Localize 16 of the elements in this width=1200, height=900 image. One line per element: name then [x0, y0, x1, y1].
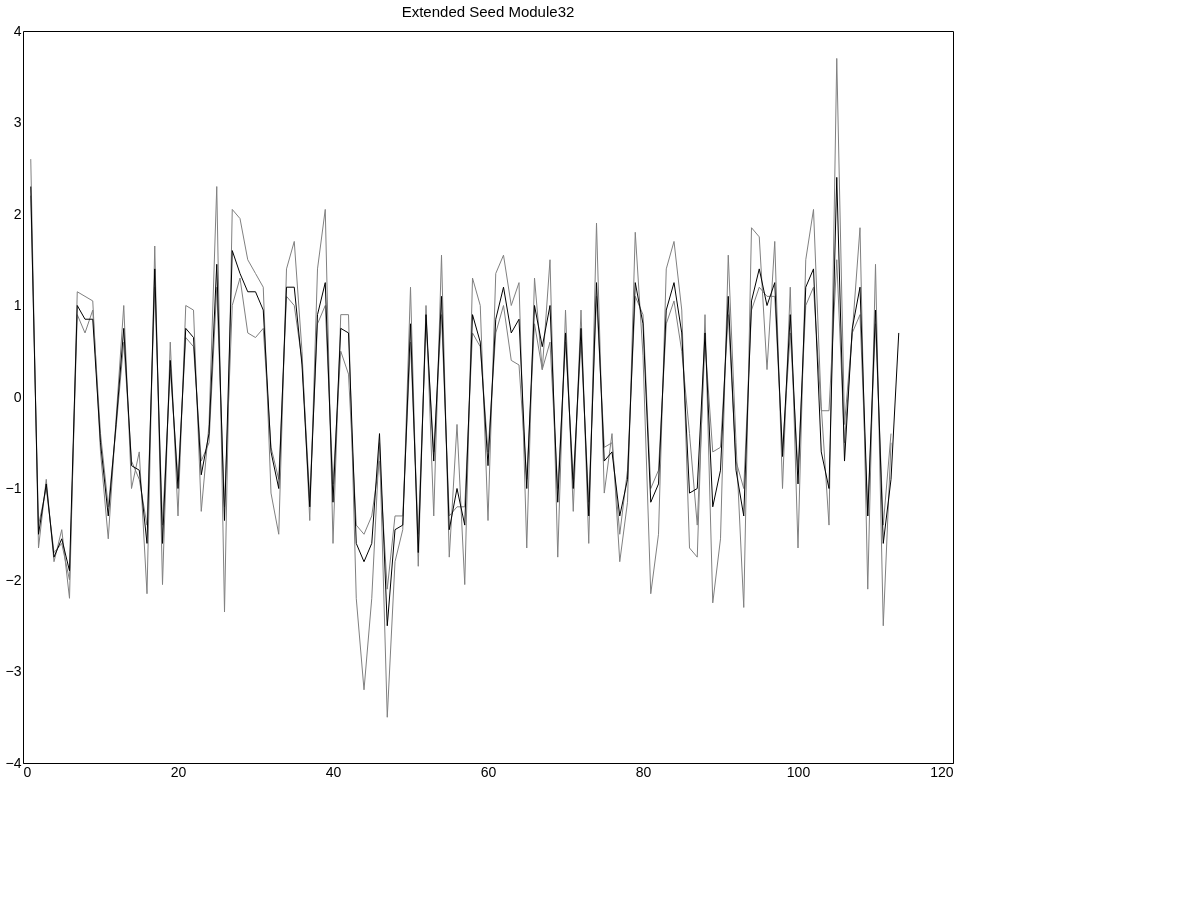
y-tick-label: −4 — [5, 754, 22, 771]
x-tick-label: 120 — [930, 763, 954, 780]
y-tick-label: 0 — [13, 388, 22, 405]
chart-title: Extended Seed Module32 — [401, 3, 575, 20]
x-tick-label: 80 — [635, 763, 652, 780]
x-tick-label: 60 — [480, 763, 497, 780]
y-tick-label: 3 — [13, 114, 22, 130]
x-tick-label: 40 — [325, 763, 342, 780]
x-tick-label: 100 — [786, 763, 811, 780]
y-tick-label: −1 — [5, 480, 22, 496]
y-tick-label: 4 — [13, 22, 22, 39]
x-tick-label: 20 — [170, 763, 187, 780]
y-tick-label: −2 — [5, 571, 22, 588]
y-tick-label: 2 — [13, 205, 22, 222]
y-tick-label: −3 — [5, 663, 22, 679]
y-tick-label: 1 — [13, 297, 22, 313]
